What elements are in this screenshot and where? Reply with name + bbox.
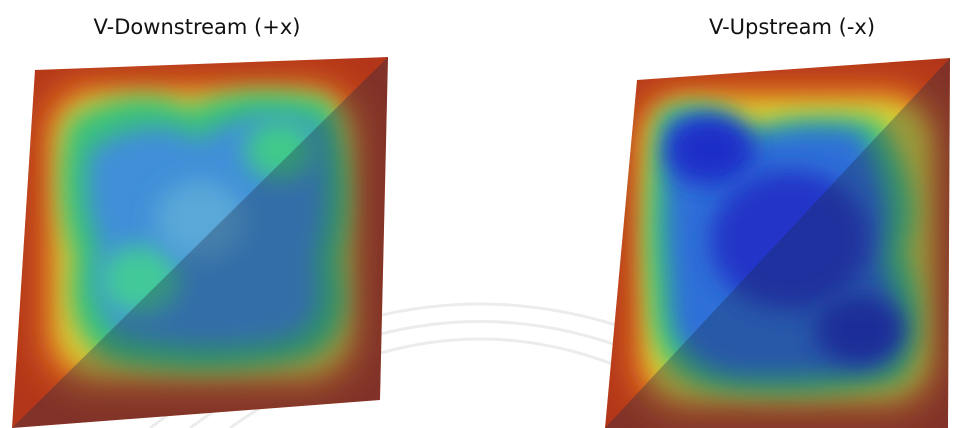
heatmap-left [12, 57, 388, 428]
panel-title: V-Downstream (+x) [94, 15, 301, 39]
panel-title: V-Upstream (-x) [709, 15, 875, 39]
heatmap-right [605, 58, 950, 428]
